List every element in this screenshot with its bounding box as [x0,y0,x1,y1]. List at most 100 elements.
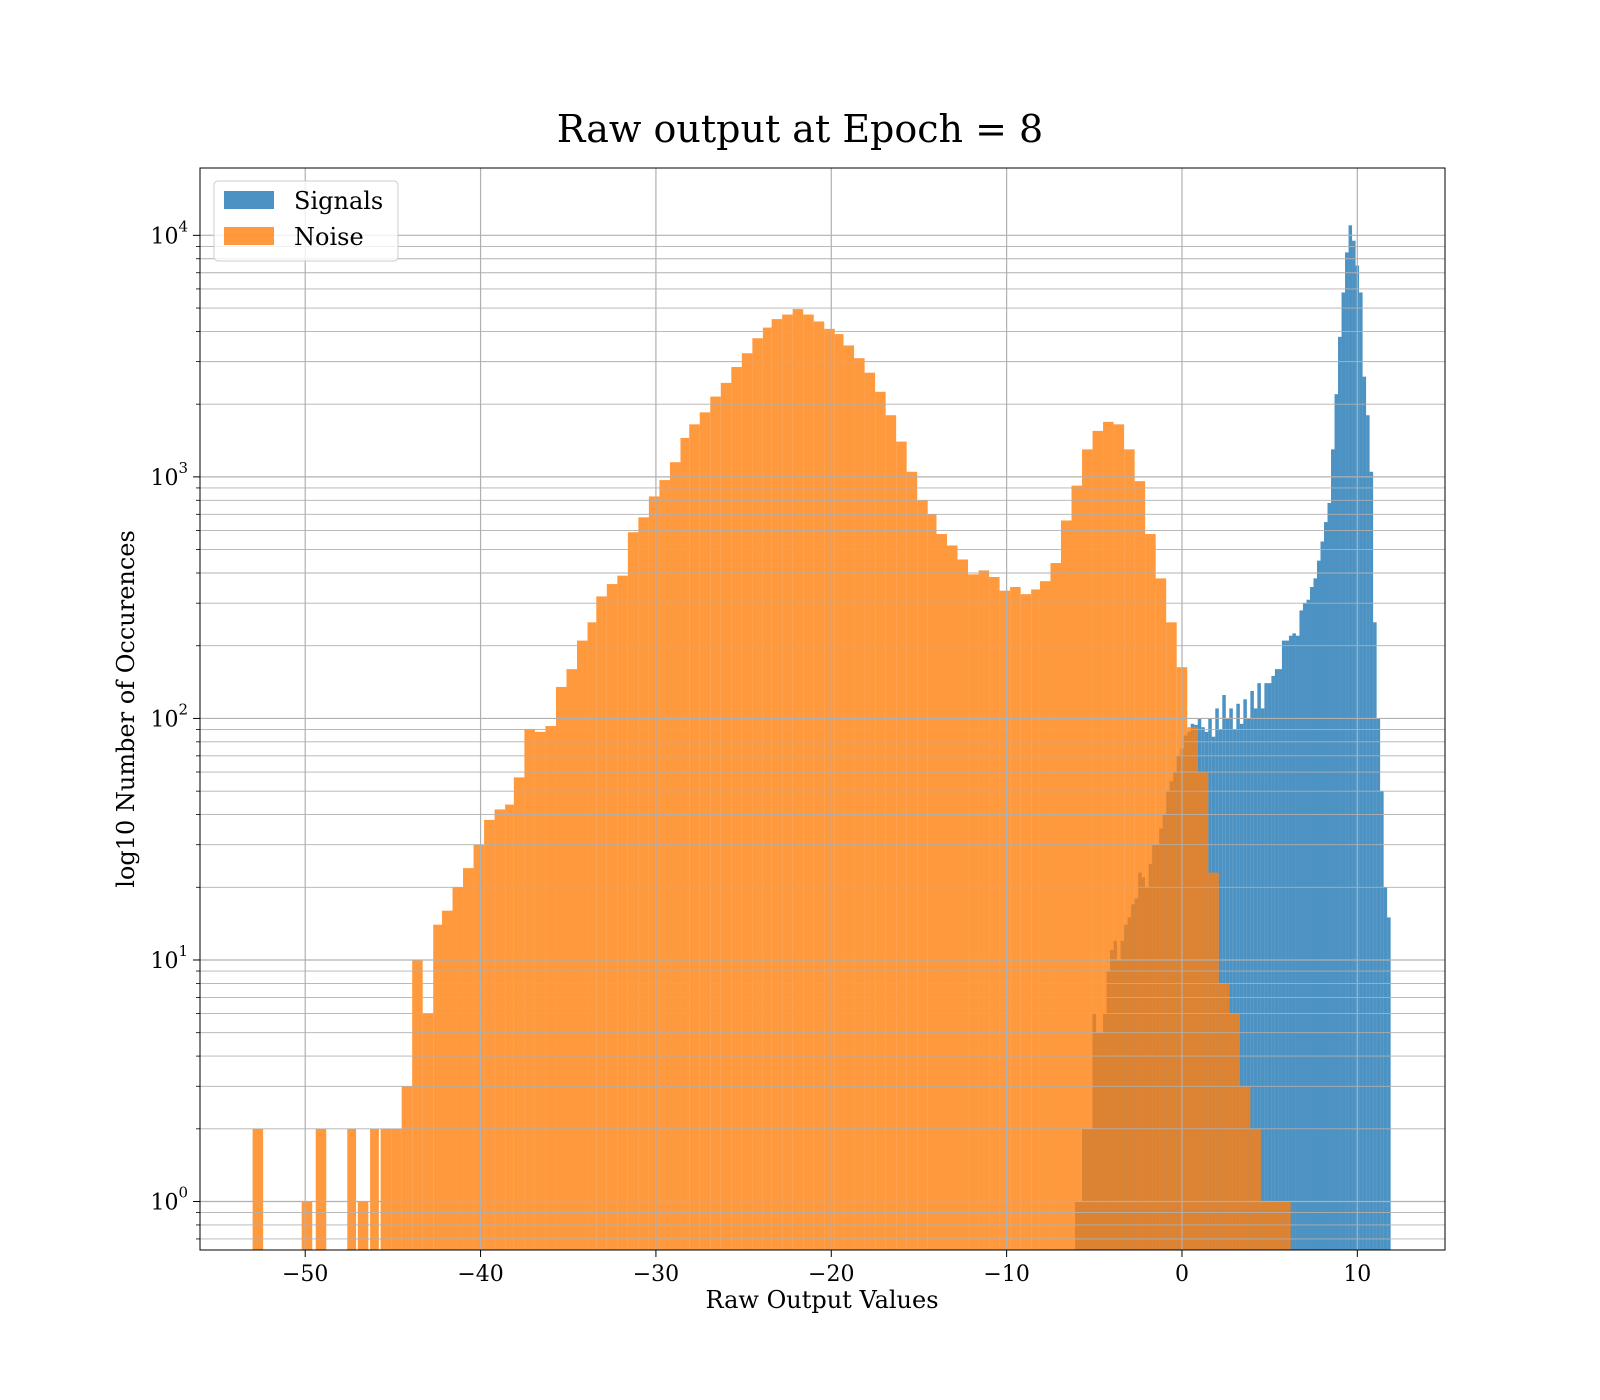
signals-bar-73 [1331,449,1335,1250]
noise-bar-27 [596,596,607,1250]
signals-bar-88 [1383,887,1388,1250]
x-tick-label-0: −50 [282,1262,328,1287]
noise-bar-87 [1218,983,1230,1250]
noise-bar-8 [401,1086,413,1250]
noise-bar-36 [689,424,700,1251]
noise-bar-31 [638,517,649,1250]
x-tick-label-6: 10 [1343,1262,1371,1287]
noise-bar-62 [957,559,969,1250]
noise-bar-20 [524,729,535,1250]
noise-bar-17 [494,809,506,1250]
signals-bar-53 [1260,708,1265,1250]
noise-bar-39 [720,382,732,1250]
noise-bar-50 [834,334,844,1250]
noise-bar-40 [731,367,742,1250]
noise-bar-51 [843,345,855,1251]
noise-bar-9 [412,959,423,1250]
x-tick-label-1: −40 [457,1262,503,1287]
noise-bar-75 [1092,430,1104,1250]
noise-bar-77 [1113,424,1125,1251]
noise-bar-69 [1031,589,1040,1250]
noise-bar-43 [762,327,772,1251]
noise-bar-10 [422,1013,434,1250]
signals-bar-56 [1271,675,1275,1250]
noise-bar-30 [627,532,639,1250]
noise-bar-53 [864,372,876,1250]
signals-bar-83 [1366,415,1370,1251]
noise-bar-78 [1124,449,1135,1250]
y-tick-label-4: 104 [150,217,188,249]
noise-bar-28 [606,584,618,1250]
signals-bar-66 [1306,599,1310,1250]
noise-bar-57 [906,471,918,1250]
noise-bar-74 [1082,449,1093,1250]
noise-bar-73 [1071,485,1083,1250]
x-tick-label-3: −20 [808,1262,854,1287]
noise-bar-37 [699,412,711,1251]
noise-bar-6 [380,1128,392,1250]
noise-bar-42 [752,338,763,1251]
signals-bar-55 [1267,683,1272,1250]
y-axis: 100 101 102 103 104 [150,217,200,1240]
signals-bar-45 [1232,729,1237,1250]
noise-bar-90 [1250,1128,1261,1250]
noise-bar-3 [347,1128,357,1250]
noise-bar-26 [587,622,597,1250]
y-tick-label-1: 101 [150,942,188,974]
noise-bar-84 [1187,727,1198,1250]
noise-bar-25 [577,640,588,1250]
noise-bar-41 [741,353,753,1250]
noise-bar-80 [1145,534,1156,1250]
noise-bar-21 [534,731,546,1250]
noise-bar-82 [1166,622,1177,1250]
noise-bar-52 [854,358,865,1250]
noise-bars [252,309,1291,1251]
y-tick-label-2: 102 [150,700,188,732]
noise-bar-89 [1239,1086,1251,1250]
noise-bar-63 [968,574,979,1250]
noise-bar-79 [1134,481,1146,1250]
signals-bar-60 [1285,640,1289,1250]
noise-bar-33 [659,480,670,1251]
noise-bar-45 [782,314,793,1250]
signals-bar-64 [1299,610,1303,1250]
noise-bar-32 [648,496,660,1250]
noise-bar-47 [803,314,814,1250]
x-tick-label-4: −10 [983,1262,1029,1287]
signals-bar-81 [1359,292,1363,1251]
x-tick-label-2: −30 [633,1262,679,1287]
noise-bar-38 [710,396,721,1251]
noise-bar-46 [792,309,804,1251]
noise-bar-7 [391,1128,402,1250]
signals-bar-67 [1309,587,1314,1250]
signals-bar-84 [1369,471,1374,1250]
x-axis-label: Raw Output Values [705,1286,938,1314]
noise-bar-16 [484,819,495,1250]
signals-bar-54 [1264,683,1268,1250]
signals-bar-85 [1373,622,1377,1250]
plot-frame [199,167,1446,1251]
signals-bar-76 [1341,292,1346,1251]
x-tick-label-5: 0 [1175,1262,1189,1287]
noise-bar-14 [463,868,474,1250]
noise-bar-2 [315,1128,327,1250]
noise-bar-0 [252,1128,264,1250]
signals-bar-63 [1295,635,1300,1250]
noise-bar-68 [1020,594,1032,1250]
noise-bar-72 [1060,520,1072,1250]
noise-bar-65 [989,577,1000,1250]
signals-bar-47 [1239,723,1244,1250]
signals-bar-69 [1316,560,1321,1250]
y-axis-label: log10 Number of Occurences [112,530,140,888]
signals-bar-86 [1376,718,1381,1250]
noise-bar-54 [875,391,886,1250]
legend-swatch-signals [224,191,274,209]
noise-bar-70 [1039,581,1051,1250]
legend-swatch-noise [224,227,274,245]
noise-bar-44 [771,319,783,1251]
x-axis: −50 −40 −30 −20 −10 0 10 [282,1250,1371,1287]
noise-bar-67 [1010,587,1021,1250]
noise-bar-15 [473,844,485,1250]
noise-bar-91 [1260,1201,1291,1250]
